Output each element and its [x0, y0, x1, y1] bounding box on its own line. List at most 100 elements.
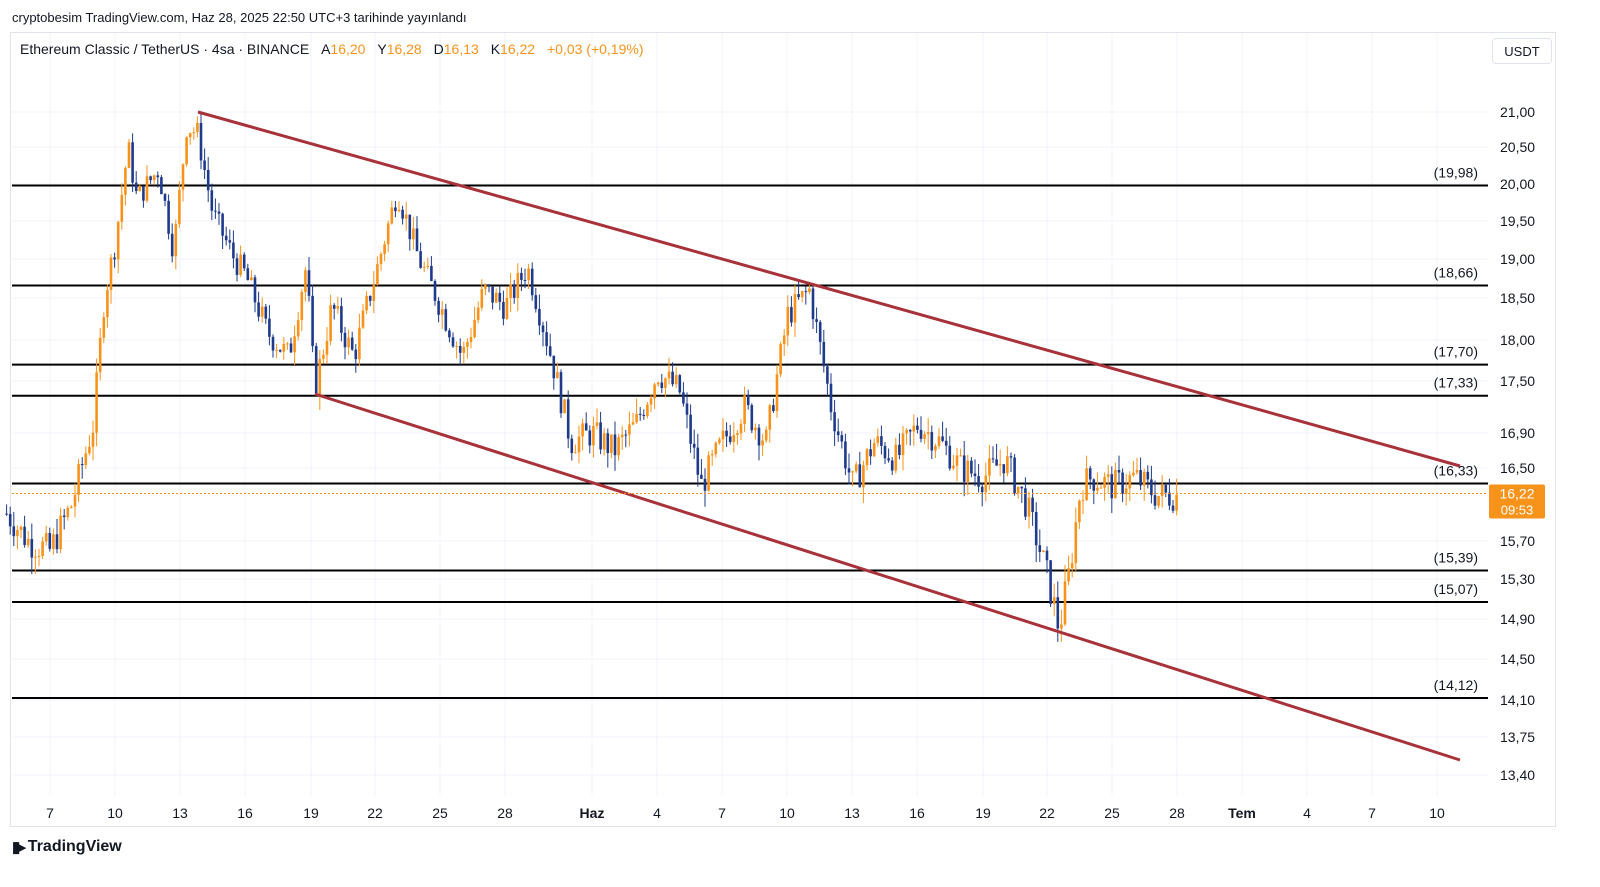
candle-body: [224, 235, 228, 241]
candle-body: [728, 436, 732, 443]
candle-body: [26, 538, 30, 545]
candle-body: [772, 405, 775, 412]
candle-body: [1078, 500, 1081, 523]
x-tick-label: 19: [303, 805, 319, 821]
candle-body: [984, 475, 988, 493]
candle-body: [732, 435, 736, 443]
candle-body: [282, 343, 286, 352]
candle-body: [674, 375, 678, 385]
candle-body: [793, 294, 797, 323]
candle-body: [1092, 479, 1096, 491]
candle-body: [8, 513, 12, 527]
candle-body: [1002, 464, 1006, 474]
candle-body: [386, 223, 390, 245]
candle-body: [620, 434, 624, 438]
y-tick-label: 15,70: [1500, 533, 1535, 549]
candle-body: [898, 444, 901, 455]
candle-body: [1045, 550, 1049, 561]
tradingview-brand[interactable]: ▮▸ TradingView: [12, 838, 122, 856]
low-label: D: [433, 41, 444, 57]
candle-body: [534, 295, 538, 309]
x-tick-label: 25: [1104, 805, 1120, 821]
candle-body: [973, 473, 977, 477]
candle-body: [1009, 456, 1013, 458]
low-value: 16,13: [443, 41, 479, 57]
candle-body: [203, 160, 206, 170]
candle-body: [988, 458, 991, 476]
candle-body: [635, 413, 638, 423]
x-tick-label: 7: [1368, 805, 1376, 821]
candle-body: [750, 405, 754, 431]
chart-frame: [10, 32, 1556, 827]
candle-body: [962, 455, 966, 482]
candle-body: [192, 132, 196, 134]
candle-body: [556, 372, 559, 379]
candle-body: [656, 382, 660, 385]
candle-body: [408, 214, 412, 240]
candle-body: [1088, 468, 1092, 480]
candle-body: [16, 530, 19, 537]
candle-body: [134, 182, 138, 192]
candle-body: [415, 228, 419, 252]
candle-body: [628, 424, 631, 435]
y-tick-label: 20,50: [1500, 139, 1535, 155]
candle-body: [865, 449, 869, 466]
level-label: (15,07): [1434, 581, 1478, 597]
x-tick-label: 7: [718, 805, 726, 821]
candle-body: [602, 433, 606, 450]
candle-body: [854, 464, 858, 472]
candle-body: [577, 436, 581, 453]
candle-body: [739, 423, 743, 434]
candle-body: [1175, 494, 1178, 511]
candle-body: [822, 341, 826, 367]
candle-body: [818, 321, 822, 342]
candle-body: [944, 440, 948, 446]
candle-body: [786, 307, 790, 336]
candle-body: [840, 435, 844, 442]
candle-body: [44, 533, 48, 542]
candle-body: [372, 284, 376, 301]
y-tick-label: 16,50: [1500, 460, 1535, 476]
currency-button[interactable]: USDT: [1492, 38, 1552, 64]
candle-body: [808, 288, 811, 293]
candle-body: [520, 272, 523, 280]
candle-body: [1070, 563, 1074, 569]
candle-body: [401, 209, 404, 219]
candle-body: [120, 194, 124, 222]
candle-body: [678, 375, 682, 393]
candle-body: [1038, 545, 1042, 553]
channel-line: [314, 392, 1461, 762]
x-tick-label: 16: [909, 805, 925, 821]
candle-body: [901, 433, 905, 455]
candle-body: [887, 458, 890, 461]
candle-body: [916, 425, 919, 430]
candle-body: [84, 453, 88, 466]
candle-body: [365, 295, 368, 311]
candle-body: [941, 436, 944, 441]
candle-body: [98, 337, 102, 373]
candle-body: [923, 434, 926, 439]
candle-body: [246, 268, 250, 281]
y-tick-label: 16,90: [1500, 425, 1535, 441]
candle-body: [325, 341, 329, 355]
candle-body: [1153, 495, 1157, 506]
candle-body: [379, 254, 383, 264]
candle-body: [574, 452, 577, 454]
candle-body: [894, 444, 898, 471]
candle-body: [1103, 476, 1106, 488]
candle-body: [905, 429, 908, 434]
candle-body: [383, 244, 386, 255]
price-tag-countdown: 09:53: [1501, 503, 1534, 518]
candle-body: [743, 395, 746, 424]
candle-body: [347, 337, 350, 348]
candle-body: [156, 175, 160, 178]
candle-body: [1042, 550, 1045, 553]
candle-body: [1114, 470, 1117, 499]
candle-body: [1056, 597, 1060, 629]
candle-body: [538, 308, 541, 326]
candle-body: [851, 471, 854, 473]
candle-body: [754, 427, 757, 431]
candle-body: [599, 422, 602, 450]
candle-body: [890, 460, 894, 471]
